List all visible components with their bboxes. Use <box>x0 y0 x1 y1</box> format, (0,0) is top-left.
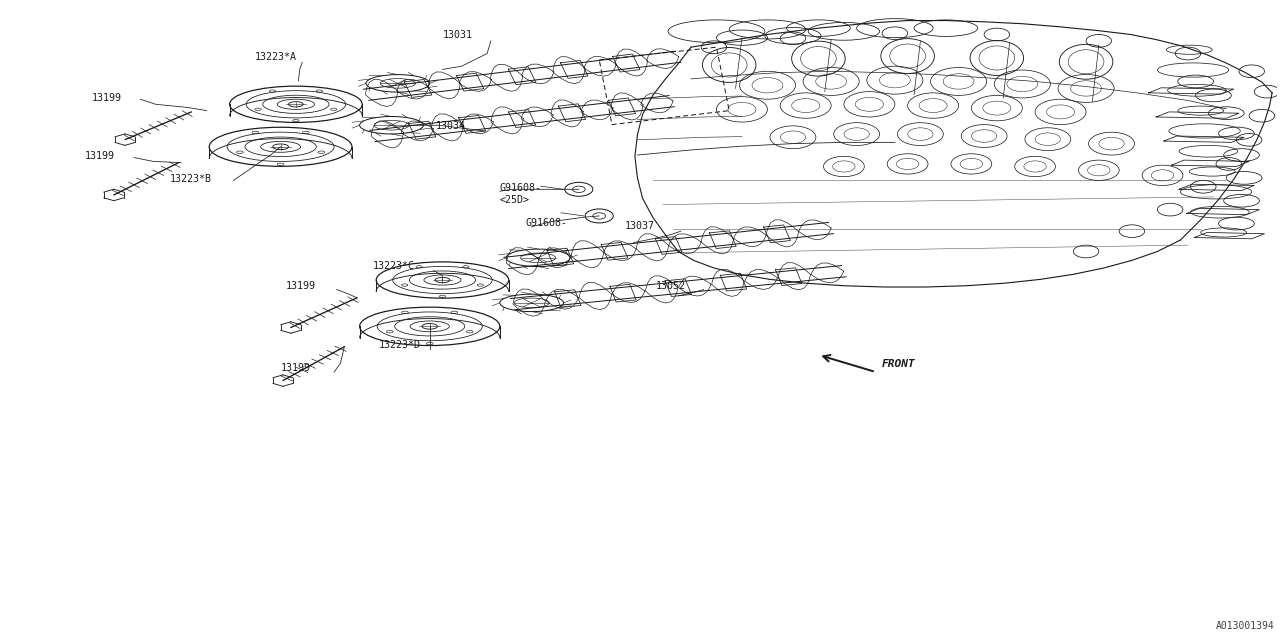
Text: 13223*D: 13223*D <box>379 340 421 351</box>
Text: 13199: 13199 <box>84 152 114 161</box>
Text: 13031: 13031 <box>443 29 472 40</box>
Text: 13223*C: 13223*C <box>372 260 415 271</box>
Text: 13223*A: 13223*A <box>255 52 297 62</box>
Text: 13199: 13199 <box>92 93 122 103</box>
Text: FRONT: FRONT <box>882 360 916 369</box>
Text: 13199: 13199 <box>285 282 316 291</box>
Text: 13052: 13052 <box>655 282 685 291</box>
Text: A013001394: A013001394 <box>1216 621 1275 631</box>
Text: <25D>: <25D> <box>499 195 530 205</box>
Text: 13199: 13199 <box>280 364 311 373</box>
Text: 13223*B: 13223*B <box>170 173 211 184</box>
Text: 13037: 13037 <box>625 221 654 231</box>
Text: G91608-: G91608- <box>525 218 567 228</box>
Text: 13034: 13034 <box>436 121 466 131</box>
Text: G91608-: G91608- <box>499 183 541 193</box>
